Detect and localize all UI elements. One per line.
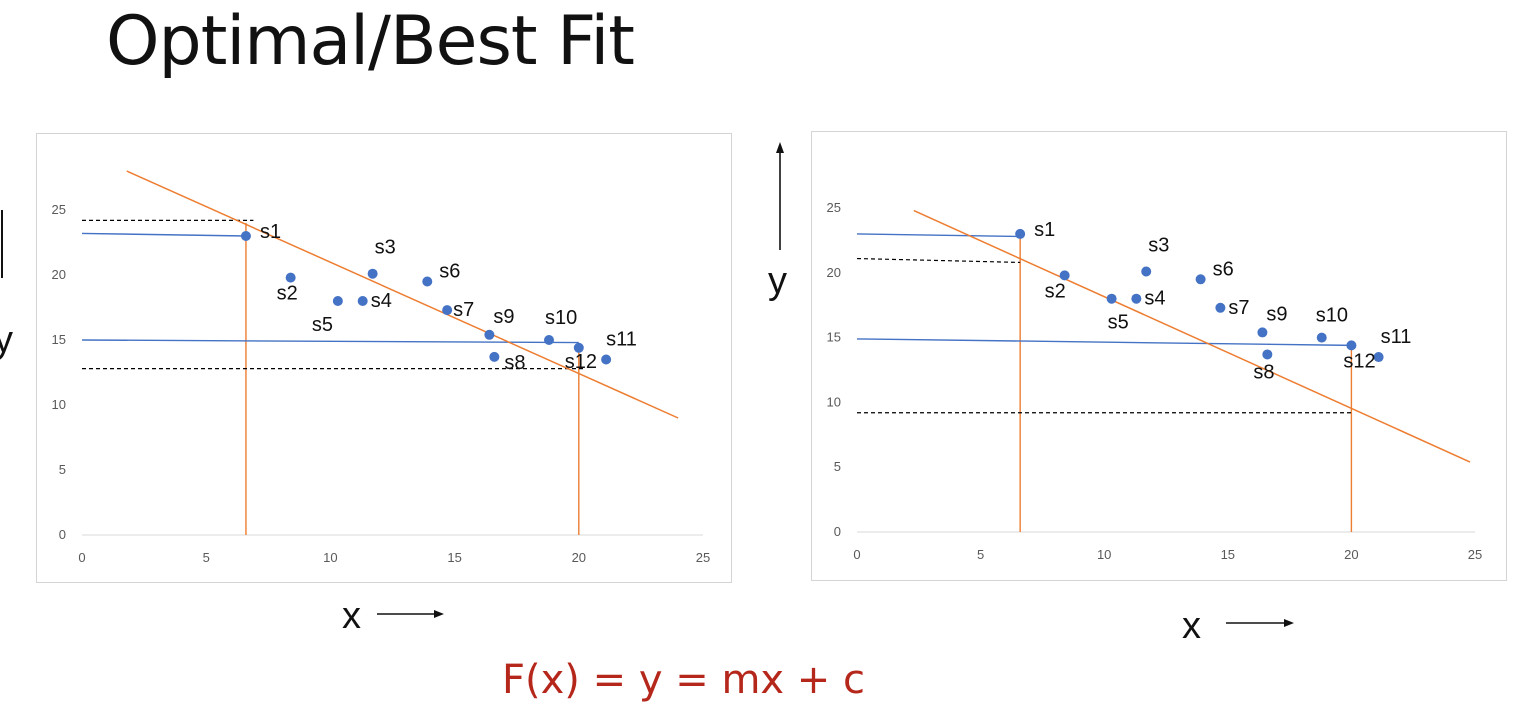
right-y-axis-label: y: [768, 260, 787, 302]
right-point-s1: [1015, 228, 1026, 239]
right-point-label-s9: s9: [1266, 303, 1287, 325]
page-title: Optimal/Best Fit: [106, 2, 635, 81]
left-y-tick-label: 5: [59, 462, 66, 477]
right-x-tick-label: 0: [853, 547, 860, 562]
left-y-axis-label: y: [0, 319, 13, 361]
left-y-tick-label: 10: [52, 397, 66, 412]
right-point-s7: [1215, 302, 1226, 313]
right-dashed-line: [856, 257, 1021, 264]
right-point-s12: [1346, 340, 1357, 351]
left-point-s8: [489, 351, 500, 362]
left-point-s2: [285, 272, 296, 283]
left-point-label-s7: s7: [453, 299, 474, 321]
right-point-s9: [1257, 327, 1268, 338]
right-y-tick-label: 5: [834, 459, 841, 474]
right-scatter-plot: 0 5 10 15 20 25 0 5 10 15 20 25 s1 s2 s3 s4 s5 s6 s7 s8 s9 s1…: [827, 200, 1483, 562]
right-point-s8: [1262, 349, 1273, 360]
left-x-arrow-icon: [377, 610, 444, 618]
chart-left-frame: [36, 133, 732, 583]
chart-right-frame: [811, 131, 1507, 581]
left-point-label-s8: s8: [504, 352, 525, 374]
left-point-label-s5: s5: [312, 314, 333, 336]
left-point-s4: [357, 296, 368, 306]
right-point-label-s2: s2: [1045, 280, 1066, 302]
left-horizontal-line: [81, 232, 246, 237]
right-y-tick-label: 20: [827, 265, 841, 280]
right-horizontal-line: [856, 233, 1021, 238]
left-point-s10: [543, 335, 554, 345]
left-point-label-s12: s12: [565, 351, 597, 373]
left-point-s3: [367, 268, 378, 279]
right-x-tick-label: 10: [1097, 547, 1111, 562]
left-point-s7: [442, 305, 453, 316]
right-fit-line: [913, 209, 1471, 463]
right-x-tick-label: 25: [1468, 547, 1482, 562]
right-point-label-s3: s3: [1148, 235, 1169, 257]
left-scatter-plot: 0 5 10 15 20 25 0 5 10 15 20 25 s1 s2 s3 s4 s5 s6 s7 s8 s9 s1…: [52, 170, 710, 565]
right-y-tick-label: 0: [834, 524, 841, 539]
right-x-axis-label: x: [1182, 605, 1201, 647]
right-point-s11: [1373, 352, 1384, 363]
right-point-label-s8: s8: [1253, 361, 1274, 383]
right-x-tick-label: 5: [977, 547, 984, 562]
right-y-arrow-icon: [776, 142, 784, 250]
right-horizontal-line: [856, 338, 1352, 347]
left-fit-line: [126, 170, 679, 419]
right-y-tick-label: 10: [827, 394, 841, 409]
right-point-label-s6: s6: [1213, 258, 1234, 280]
right-y-tick-label: 15: [827, 330, 841, 345]
left-point-s12: [573, 342, 584, 353]
right-point-label-s5: s5: [1108, 312, 1129, 334]
left-y-tick-label: 25: [52, 202, 66, 217]
left-x-axis-label: x: [342, 595, 361, 637]
left-point-label-s4: s4: [371, 290, 392, 312]
right-point-label-s10: s10: [1316, 305, 1348, 327]
left-y-tick-label: 20: [52, 267, 66, 282]
right-point-s3: [1141, 266, 1152, 277]
left-x-tick-label: 25: [696, 550, 710, 565]
right-point-label-s12: s12: [1343, 350, 1375, 372]
right-point-label-s4: s4: [1144, 288, 1165, 310]
left-y-tick-label: 0: [59, 527, 66, 542]
right-x-tick-label: 20: [1344, 547, 1358, 562]
left-point-s9: [484, 329, 495, 340]
right-point-s6: [1195, 274, 1206, 285]
right-point-label-s1: s1: [1034, 219, 1055, 241]
right-point-label-s7: s7: [1228, 297, 1249, 319]
left-point-label-s3: s3: [375, 237, 396, 259]
left-x-tick-label: 20: [572, 550, 586, 565]
right-x-tick-label: 15: [1221, 547, 1235, 562]
left-point-label-s11: s11: [606, 329, 637, 351]
left-point-label-s1: s1: [260, 221, 281, 243]
right-point-label-s11: s11: [1381, 326, 1412, 348]
left-point-label-s2: s2: [277, 283, 298, 305]
right-x-arrow-icon: [1226, 619, 1294, 627]
left-point-label-s10: s10: [545, 307, 577, 329]
right-y-tick-label: 25: [827, 200, 841, 215]
right-point-s10: [1316, 332, 1327, 343]
right-point-s5: [1106, 293, 1117, 304]
left-point-s11: [601, 354, 612, 365]
left-point-s1: [240, 231, 251, 241]
left-point-label-s9: s9: [493, 306, 514, 328]
right-point-s4: [1131, 293, 1142, 304]
left-point-s5: [332, 296, 343, 306]
left-point-s6: [422, 276, 433, 287]
left-y-tick-label: 15: [52, 332, 66, 347]
left-x-tick-label: 15: [447, 550, 461, 565]
right-point-s2: [1059, 270, 1070, 281]
left-x-tick-label: 5: [203, 550, 210, 565]
left-horizontal-line: [81, 339, 579, 344]
left-x-tick-label: 0: [78, 550, 85, 565]
left-point-label-s6: s6: [439, 261, 460, 283]
left-x-tick-label: 10: [323, 550, 337, 565]
formula-text: F(x) = y = mx + c: [502, 657, 866, 703]
